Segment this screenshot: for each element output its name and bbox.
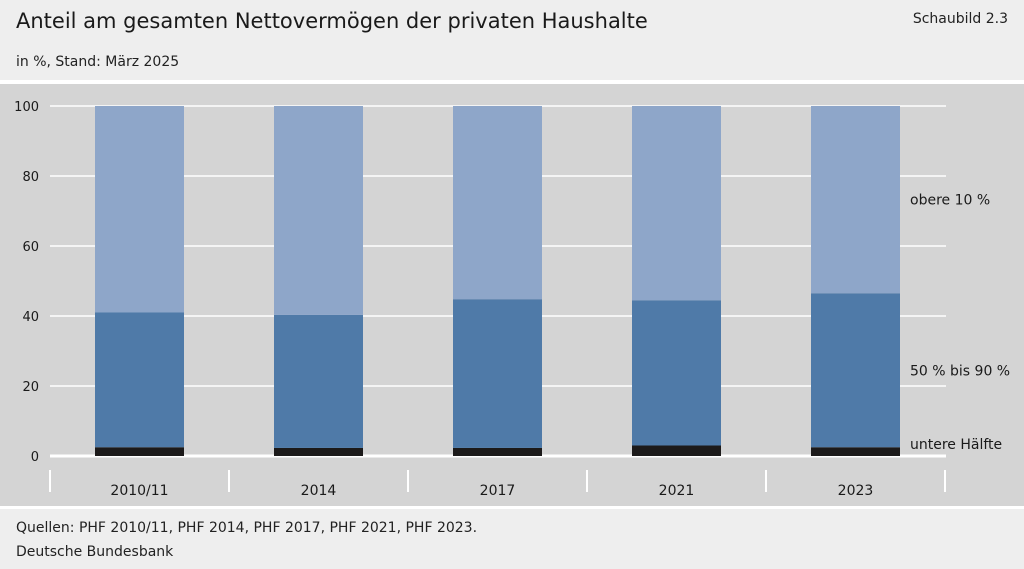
publisher-name: Deutsche Bundesbank: [16, 544, 174, 560]
x-tick-label-2: 2017: [480, 483, 516, 499]
stacked-bar-chart: 0 20 40 60 80 100 2010/11 2014 2017 2021 2023 unter…: [14, 100, 1010, 499]
bar-segment-4-0: [811, 447, 900, 456]
figure-number: Schaubild 2.3: [912, 11, 1008, 27]
series-label-2: obere 10 %: [910, 193, 990, 209]
bar-segment-1-0: [274, 447, 363, 456]
chart-subtitle: in %, Stand: März 2025: [16, 54, 180, 70]
x-tick-label-4: 2023: [838, 483, 874, 499]
bar-segment-4-2: [811, 106, 900, 294]
bar-segment-2-0: [453, 447, 542, 456]
x-tick-label-3: 2021: [659, 483, 695, 499]
x-tick-label-0: 2010/11: [110, 483, 168, 499]
chart-footer: Quellen: PHF 2010/11, PHF 2014, PHF 2017…: [0, 509, 1024, 569]
y-tick-label-60: 60: [22, 240, 39, 255]
y-tick-label-0: 0: [31, 450, 39, 465]
y-tick-label-40: 40: [22, 310, 39, 325]
chart-header: Anteil am gesamten Nettovermögen der pri…: [0, 0, 1024, 80]
bar-segment-2-2: [453, 106, 542, 300]
bar-segment-3-1: [632, 300, 721, 446]
bar-segment-1-1: [274, 314, 363, 448]
y-tick-label-20: 20: [22, 380, 39, 395]
bar-segment-1-2: [274, 106, 363, 315]
bar-segment-3-0: [632, 445, 721, 456]
bar-segment-0-1: [95, 312, 184, 448]
bar-segment-0-0: [95, 447, 184, 456]
bar-segment-4-1: [811, 293, 900, 448]
series-label-0: untere Hälfte: [910, 437, 1002, 453]
y-tick-label-100: 100: [14, 100, 39, 115]
bar-segment-2-1: [453, 299, 542, 448]
bar-segment-0-2: [95, 106, 184, 313]
bar-segment-3-2: [632, 106, 721, 301]
x-tick-label-1: 2014: [301, 483, 337, 499]
y-tick-label-80: 80: [22, 170, 39, 185]
source-note: Quellen: PHF 2010/11, PHF 2014, PHF 2017…: [16, 520, 478, 536]
chart-title: Anteil am gesamten Nettovermögen der pri…: [16, 9, 648, 33]
series-label-1: 50 % bis 90 %: [910, 363, 1010, 379]
